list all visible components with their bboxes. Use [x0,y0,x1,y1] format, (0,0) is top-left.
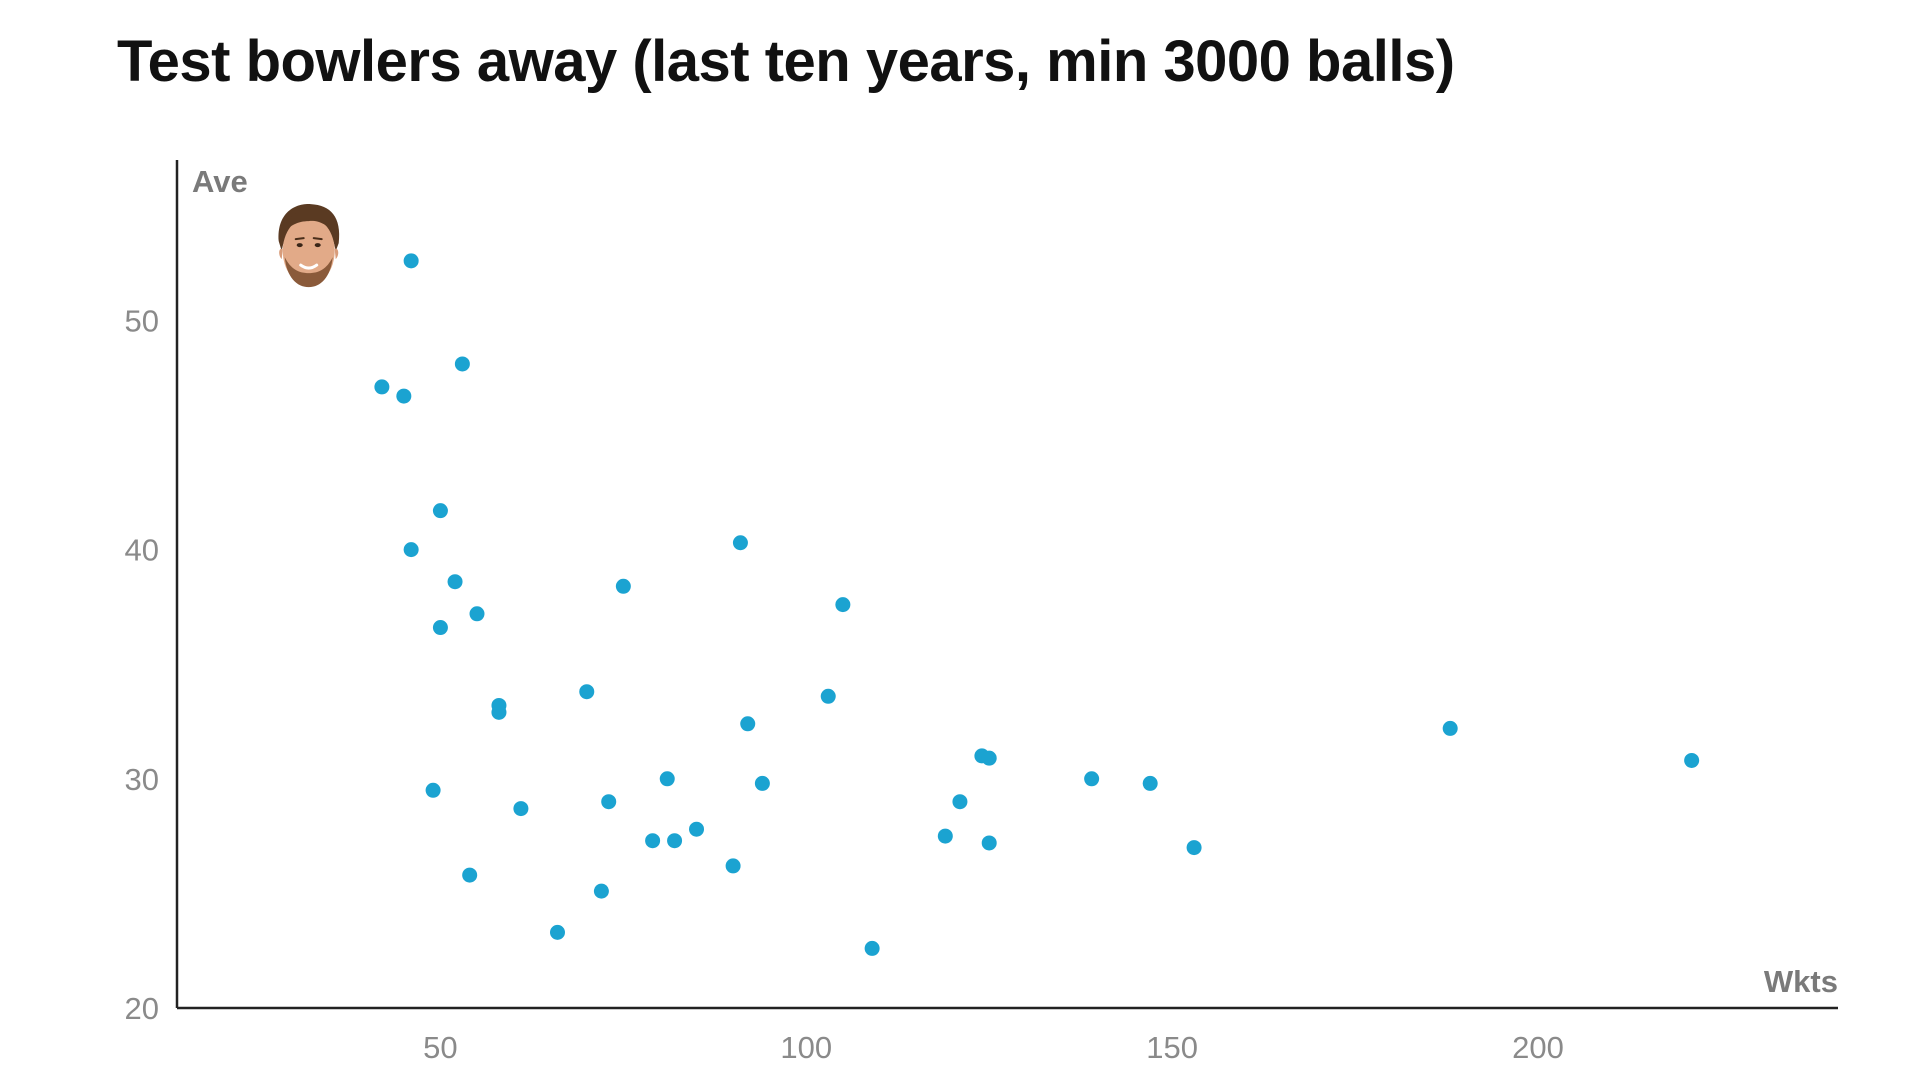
scatter-point [740,716,756,732]
data-points [374,253,1700,956]
y-tick-label: 40 [125,533,159,568]
y-tick-label: 50 [125,303,159,338]
scatter-point [1186,840,1202,856]
y-axis-title: Ave [192,164,248,199]
scatter-point [835,597,851,613]
scatter-point [754,775,770,791]
scatter-point [952,794,968,810]
highlight-marker [278,204,340,288]
x-tick-label: 150 [1146,1030,1198,1065]
scatter-point [1084,771,1100,787]
scatter-point [659,771,675,787]
scatter-point [403,253,419,269]
scatter-point [864,940,880,956]
scatter-point [403,542,419,558]
ticks: 50 100 150 200 20 30 40 50 [125,303,1564,1065]
scatter-point [615,578,631,594]
x-tick-label: 100 [780,1030,832,1065]
scatter-point [432,620,448,636]
chart-title: Test bowlers away (last ten years, min 3… [117,29,1455,94]
scatter-point [1442,720,1458,736]
scatter-point [469,606,485,622]
scatter-point [981,750,997,766]
scatter-point [462,867,478,883]
scatter-point [491,704,507,720]
scatter-point [820,688,836,704]
player-face-icon [278,204,340,288]
scatter-point [725,858,741,874]
scatter-point [937,828,953,844]
y-tick-label: 30 [125,762,159,797]
scatter-point [579,684,595,700]
x-tick-label: 200 [1512,1030,1564,1065]
scatter-point [1142,775,1158,791]
scatter-point [447,574,463,590]
scatter-point [667,833,683,849]
scatter-point [454,356,470,372]
scatter-point [432,503,448,519]
scatter-point [513,801,529,817]
scatter-point [732,535,748,551]
scatter-point [1684,752,1700,768]
scatter-point [645,833,661,849]
x-axis-title: Wkts [1764,964,1838,999]
scatter-point [593,883,609,899]
scatter-point [425,782,441,798]
scatter-point [981,835,997,851]
scatter-point [374,379,390,395]
axes: Ave Wkts [175,160,1838,1010]
scatter-point [601,794,617,810]
scatter-point [549,924,565,940]
scatter-point [689,821,705,837]
x-tick-label: 50 [423,1030,457,1065]
y-tick-label: 20 [125,991,159,1026]
scatter-point [396,388,412,404]
